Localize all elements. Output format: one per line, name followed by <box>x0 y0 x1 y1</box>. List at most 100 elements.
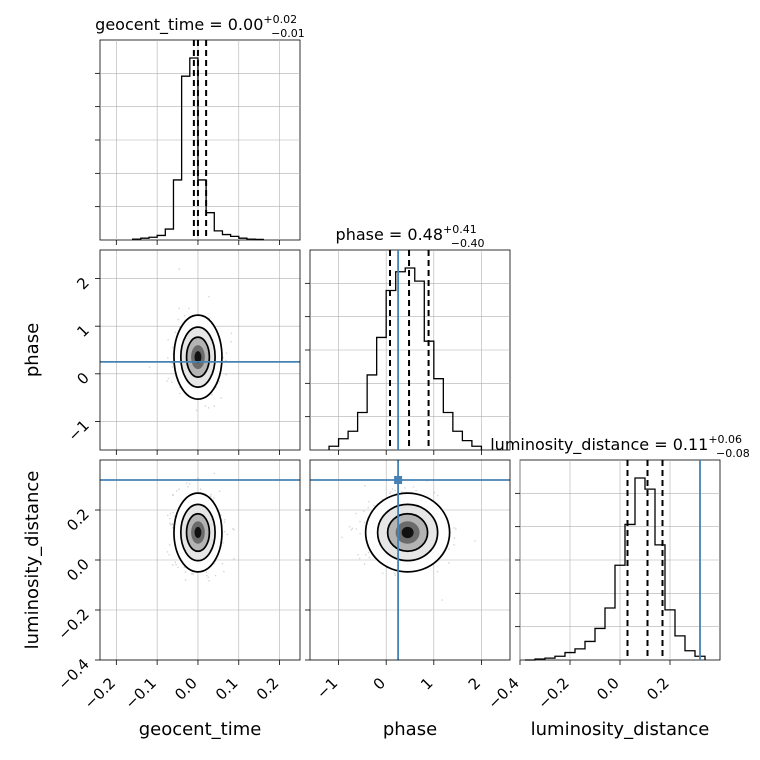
panel-frame-x0y2 <box>99 459 301 661</box>
sample-point <box>166 357 169 359</box>
sample-point <box>190 572 193 575</box>
sample-point <box>455 528 457 530</box>
sample-point <box>204 405 207 407</box>
sample-point <box>208 295 210 298</box>
sample-point <box>211 393 213 396</box>
sample-point <box>169 523 172 526</box>
sample-point <box>223 530 226 533</box>
sample-point <box>351 527 354 530</box>
title-param: luminosity_distance <box>490 435 649 455</box>
sample-point <box>188 483 191 485</box>
sample-point <box>213 497 215 499</box>
sample-point <box>357 553 359 556</box>
sample-point <box>348 525 351 528</box>
sample-point <box>453 537 456 539</box>
sample-point <box>171 381 173 383</box>
title-plus: +0.41 <box>443 223 477 236</box>
sample-point <box>363 510 365 513</box>
sample-point <box>448 548 450 550</box>
contour-line-0 <box>364 492 451 573</box>
sample-point <box>221 562 224 565</box>
sample-point <box>373 504 375 507</box>
sample-point <box>174 561 177 564</box>
sample-point <box>172 523 174 526</box>
sample-point <box>172 511 174 514</box>
title-equals: = <box>384 225 408 244</box>
panel-frame-x0y1 <box>99 249 301 451</box>
sample-point <box>195 409 198 412</box>
x-axis-label-geocent_time: geocent_time <box>139 719 262 740</box>
sample-point <box>173 515 176 517</box>
sample-point <box>391 488 394 490</box>
title-median: 0.11 <box>673 435 709 454</box>
sample-point <box>192 573 194 575</box>
density-level-4 <box>194 526 202 539</box>
sample-point <box>214 574 217 577</box>
contour-line-0 <box>173 492 223 573</box>
panel-title-geocent_time: geocent_time = 0.00+0.02 −0.01 <box>95 13 305 40</box>
sample-point <box>400 491 403 493</box>
sample-point <box>172 493 174 496</box>
sample-point <box>230 332 233 335</box>
sample-point <box>453 527 455 529</box>
histogram-panel-phase <box>305 249 511 455</box>
sample-point <box>364 553 367 556</box>
sample-point <box>177 318 180 321</box>
sample-point <box>178 488 180 490</box>
sample-point <box>436 494 439 497</box>
sample-point <box>364 484 366 487</box>
title-plus: +0.06 <box>708 433 742 446</box>
sample-point <box>197 477 199 480</box>
contour-line-1 <box>179 326 216 388</box>
sample-point <box>368 500 370 503</box>
title-param: phase <box>336 225 384 244</box>
sample-point <box>185 482 188 484</box>
sample-point <box>389 492 391 495</box>
sample-point <box>394 572 396 575</box>
sample-point <box>179 392 181 395</box>
histogram-panel-geocent_time <box>95 39 301 245</box>
title-param: geocent_time <box>95 15 204 35</box>
sample-point <box>359 532 361 535</box>
scatter-panel-luminosity_distance-vs-phase <box>305 459 511 665</box>
sample-point <box>167 338 169 341</box>
sample-point <box>208 579 210 582</box>
panel-title-luminosity_distance: luminosity_distance = 0.11+0.06 −0.08 <box>490 433 750 460</box>
sample-point <box>355 512 357 515</box>
sample-point <box>341 536 343 539</box>
density-level-4 <box>401 526 414 539</box>
sample-point <box>207 407 210 409</box>
x-axis-label-luminosity_distance: luminosity_distance <box>531 719 710 740</box>
histogram-step-luminosity_distance <box>525 477 706 661</box>
sample-point <box>166 380 168 382</box>
sample-point <box>358 557 361 560</box>
sample-point <box>174 331 177 334</box>
sample-point <box>415 489 417 492</box>
sample-point <box>205 571 208 574</box>
scatter-panel-phase-vs-geocent_time <box>95 249 301 455</box>
sample-point <box>225 373 227 376</box>
sample-point <box>166 551 169 553</box>
sample-point <box>175 563 177 566</box>
sample-point <box>367 551 370 554</box>
density-level-4 <box>194 351 202 364</box>
contour-line-0 <box>173 314 223 400</box>
sample-point <box>207 576 209 579</box>
sample-point <box>226 533 229 536</box>
sample-point <box>233 528 235 531</box>
title-minus: −0.40 <box>451 237 485 250</box>
title-median: 0.48 <box>407 225 443 244</box>
title-equals: = <box>649 435 673 454</box>
sample-point <box>233 558 235 560</box>
sample-point <box>169 512 172 515</box>
sample-point <box>232 527 234 530</box>
sample-point <box>171 366 174 368</box>
sample-point <box>171 523 174 525</box>
sample-point <box>175 490 178 492</box>
sample-point <box>394 489 396 492</box>
sample-point <box>474 540 476 542</box>
histogram-step-geocent_time <box>132 57 264 241</box>
scatter-panel-luminosity_distance-vs-geocent_time <box>95 459 301 665</box>
sample-point <box>367 506 370 509</box>
panel-content-0-2 <box>100 472 300 582</box>
